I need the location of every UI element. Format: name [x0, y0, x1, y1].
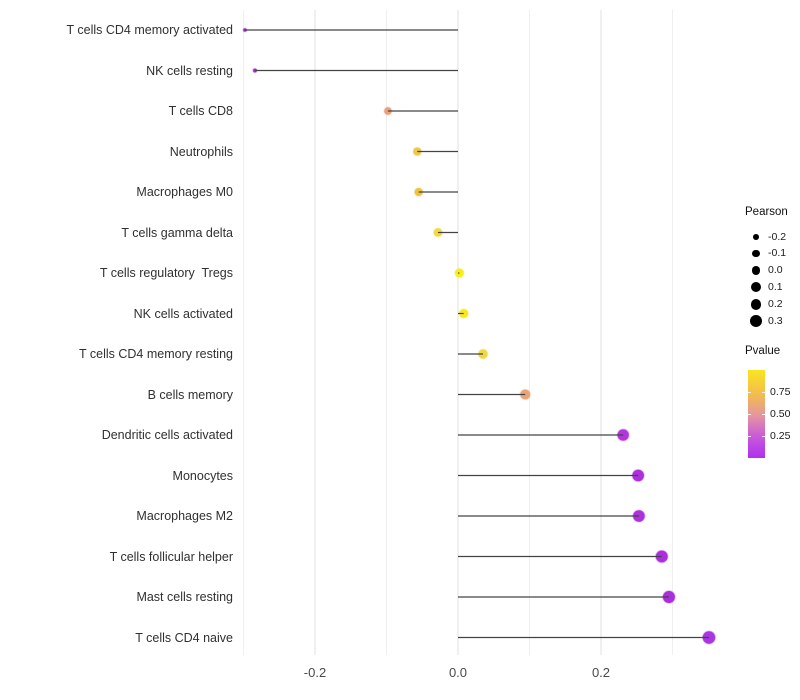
y-axis-label: T cells regulatory Tregs [99, 266, 233, 280]
y-axis-label: T cells CD4 naive [135, 630, 233, 645]
y-axis-label: Mast cells resting [136, 590, 233, 604]
y-axis-label: NK cells resting [146, 63, 233, 78]
size-legend-dot [750, 315, 762, 327]
size-legend-dot [751, 282, 761, 293]
size-legend-dot [751, 266, 761, 275]
colorbar-label: 0.50 [770, 407, 791, 420]
size-legend-label: 0.3 [768, 314, 783, 327]
y-axis-label: T cells follicular helper [109, 549, 233, 564]
size-legend-label: 0.2 [768, 297, 783, 310]
size-legend-label: 0.1 [768, 280, 783, 293]
colorbar-tick [762, 392, 765, 393]
colorbar-tick [748, 392, 751, 393]
size-legend-title: Pearson [745, 206, 788, 218]
colorbar-label: 0.25 [770, 429, 791, 442]
y-axis-label: T cells gamma delta [121, 225, 233, 240]
y-axis-label: T cells CD4 memory resting [79, 347, 233, 361]
colorbar-tick [762, 414, 765, 415]
colorbar-label: 0.75 [770, 385, 791, 398]
x-tick-label: 0.2 [591, 665, 611, 680]
colorbar-tick [748, 436, 751, 437]
colorbar-tick [762, 436, 765, 437]
y-axis-label: Dendritic cells activated [101, 428, 233, 442]
colorbar-tick [748, 414, 751, 415]
y-axis-label: Monocytes [172, 468, 233, 483]
x-tick-label: -0.2 [303, 665, 327, 680]
size-legend-label: 0.0 [768, 264, 783, 277]
size-legend-dot [752, 250, 760, 258]
y-axis-label: Macrophages M0 [136, 185, 233, 199]
y-axis-label: Macrophages M2 [136, 509, 233, 523]
y-axis-label: Neutrophils [169, 144, 233, 159]
x-tick-label: 0.0 [448, 665, 468, 680]
y-axis-label: T cells CD4 memory activated [66, 23, 234, 37]
size-legend-dot [750, 298, 762, 310]
y-axis-label: B cells memory [147, 387, 233, 402]
y-axis-label: NK cells activated [133, 306, 233, 321]
size-legend-dot [753, 234, 759, 240]
pvalue-colorbar [748, 370, 765, 458]
size-legend-label: -0.1 [768, 247, 787, 260]
size-legend-label: -0.2 [768, 230, 787, 243]
y-axis-label: T cells CD8 [168, 104, 233, 118]
color-legend-title: Pvalue [745, 345, 781, 357]
